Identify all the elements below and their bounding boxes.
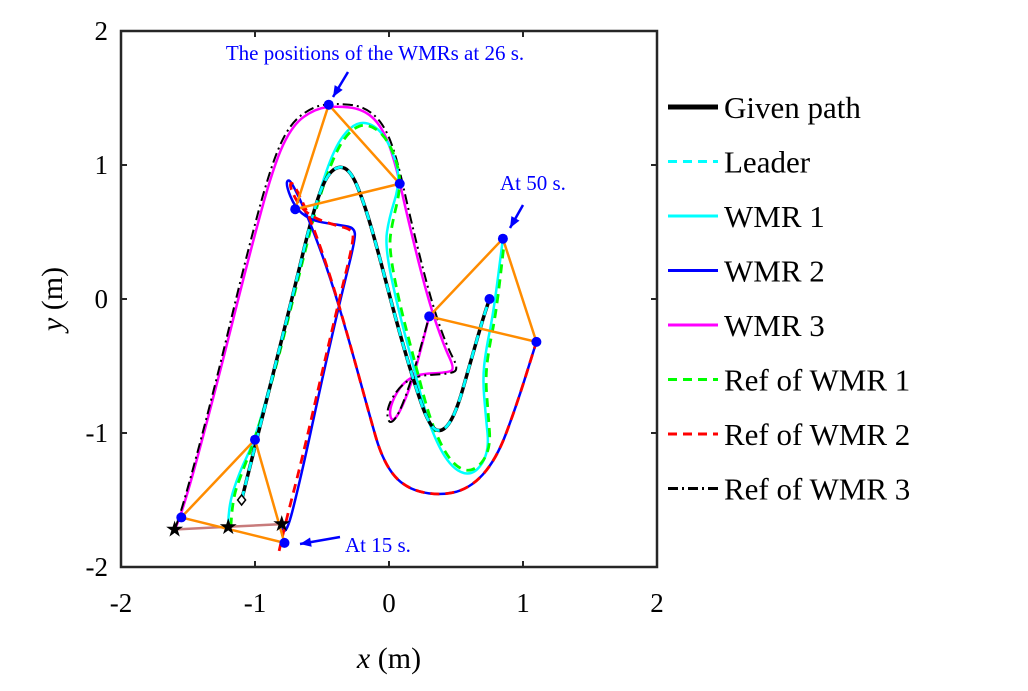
annotation-15s: At 15 s. <box>345 533 411 557</box>
formation-triangle-15s <box>178 437 287 545</box>
y-axis-label: y (m) <box>36 267 69 334</box>
arrow-50s-head <box>510 216 520 228</box>
formation-triangle-50s <box>426 236 539 344</box>
y-tick-label: -2 <box>86 552 109 582</box>
ticks: -2 -1 0 1 2 -2 -1 0 1 2 <box>86 16 664 618</box>
legend-label: Ref of WMR 1 <box>724 363 910 398</box>
x-tick-label: -2 <box>110 588 133 618</box>
wmr-position-marker <box>323 99 334 110</box>
arrow-15s-head <box>300 537 312 547</box>
plot-area: ★ ★ ★ <box>165 71 542 552</box>
y-tick-label: 1 <box>95 150 109 180</box>
wmr-position-marker <box>497 233 508 244</box>
series-line-wmr-3 <box>173 105 454 531</box>
x-tick-label: 0 <box>382 588 396 618</box>
wmr-position-marker <box>250 434 260 445</box>
start-star-marker: ★ <box>272 511 292 536</box>
series-line-ref-of-wmr-3 <box>173 103 458 530</box>
series-line-given-path <box>239 165 492 501</box>
y-tick-label: 2 <box>95 16 109 46</box>
legend-label: Ref of WMR 2 <box>724 417 910 452</box>
legend-label: Ref of WMR 3 <box>724 472 910 507</box>
leader-position-marker <box>484 294 495 304</box>
wmr-position-marker <box>279 537 290 548</box>
y-tick-label: 0 <box>95 284 109 314</box>
formation-triangle-26s <box>293 102 403 211</box>
x-axis-label: x (m) <box>356 642 421 675</box>
wmr-position-marker <box>531 336 542 347</box>
x-tick-label: 2 <box>650 588 664 618</box>
x-tick-label: 1 <box>516 588 530 618</box>
annotations: The positions of the WMRs at 26 s. At 50… <box>226 41 566 557</box>
wmr-position-marker <box>424 311 435 322</box>
start-star-marker: ★ <box>218 514 238 539</box>
legend-label: WMR 2 <box>724 254 825 289</box>
leader-start-diamond <box>236 493 247 507</box>
y-tick-label: -1 <box>86 418 109 448</box>
series-line-ref-of-wmr-2 <box>277 181 538 552</box>
wmr-position-marker <box>394 178 405 189</box>
legend-label: WMR 3 <box>724 308 825 343</box>
legend-label: Leader <box>724 145 811 180</box>
annotation-26s: The positions of the WMRs at 26 s. <box>226 41 524 65</box>
annotation-50s: At 50 s. <box>500 171 566 195</box>
start-star-marker: ★ <box>165 516 185 541</box>
legend-label: Given path <box>724 90 861 125</box>
wmr-position-marker <box>176 512 187 523</box>
legend: Given path Leader WMR 1 WMR 2 WMR 3 Ref of WM… <box>668 90 910 507</box>
wmr-position-marker <box>290 204 301 215</box>
series-line-wmr-2 <box>280 179 538 532</box>
series-line-leader <box>240 165 491 501</box>
series-line-ref-of-wmr-1 <box>229 123 506 527</box>
arrow-26s-head <box>333 85 343 97</box>
x-tick-label: -1 <box>244 588 267 618</box>
legend-label: WMR 1 <box>724 199 825 234</box>
